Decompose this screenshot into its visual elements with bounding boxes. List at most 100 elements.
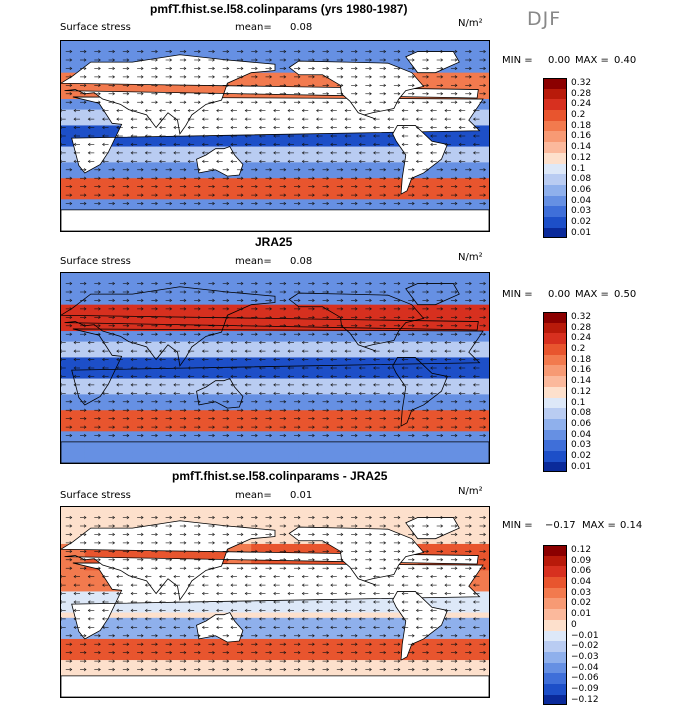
- colorbar-swatch: [543, 88, 567, 100]
- colorbar-label: 0.02: [571, 598, 592, 609]
- colorbar-row: 0.2: [543, 110, 591, 121]
- colorbar-row: 0.16: [543, 131, 592, 143]
- colorbar-row: 0.04: [543, 195, 591, 207]
- colorbar-row: −0.09: [543, 683, 599, 695]
- surface-stress-map: [61, 507, 489, 697]
- colorbar-label: 0.2: [571, 110, 586, 121]
- colorbar-swatch: [543, 163, 567, 175]
- colorbar-label: 0.2: [571, 344, 586, 355]
- colorbar-label: 0.04: [571, 429, 592, 440]
- colorbar-row: 0.1: [543, 163, 591, 175]
- colorbar-swatch: [543, 312, 567, 323]
- coastline: [392, 357, 448, 427]
- colorbar-label: 0.1: [571, 163, 586, 174]
- colorbar-row: 0.02: [543, 450, 592, 462]
- colorbar-swatch: [543, 110, 567, 121]
- coastline: [61, 286, 479, 367]
- colorbar-swatch: [543, 386, 567, 398]
- colorbar-row: 0.32: [543, 312, 591, 323]
- colorbar-label: 0.02: [571, 216, 592, 227]
- colorbar-row: 0.24: [543, 99, 592, 111]
- panel-2-colorbar: 0.32 0.28 0.24 0.2 0.18 0.16 0.14 0.12 0.1 0.08 0.…: [543, 312, 592, 473]
- colorbar-label: 0.14: [571, 142, 592, 153]
- season-label: DJF: [527, 8, 562, 30]
- colorbar-label: 0.28: [571, 322, 592, 333]
- colorbar-label: −0.03: [571, 651, 599, 662]
- panel-2-mean-label: mean=: [235, 256, 272, 267]
- colorbar-swatch: [543, 174, 567, 185]
- panel-3-mean-value: 0.01: [290, 490, 313, 501]
- colorbar-row: 0.14: [543, 376, 591, 387]
- coastline: [61, 520, 479, 601]
- surface-stress-map: [61, 41, 489, 231]
- colorbar-row: 0.04: [543, 577, 599, 588]
- colorbar-label: 0.03: [571, 587, 592, 598]
- colorbar-label: 0.16: [571, 131, 592, 142]
- colorbar-label: 0: [571, 619, 577, 630]
- panel-2-variable: Surface stress: [60, 256, 131, 267]
- panel-3-min-label: MIN =: [502, 520, 533, 531]
- panel-1-max-label: MAX =: [575, 55, 609, 66]
- panel-1-units: N/m²: [458, 18, 483, 29]
- colorbar-row: −0.01: [543, 630, 599, 642]
- colorbar-row: 0.06: [543, 566, 599, 578]
- colorbar-label: 0.12: [571, 386, 592, 397]
- panel-1-min-label: MIN =: [502, 55, 533, 66]
- colorbar-row: 0.2: [543, 344, 591, 355]
- colorbar-swatch: [543, 651, 567, 663]
- colorbar-label: −0.06: [571, 673, 599, 684]
- colorbar-row: 0.03: [543, 587, 599, 599]
- panel-2-mean-value: 0.08: [290, 256, 313, 267]
- colorbar-row: 0: [543, 619, 599, 631]
- colorbar-row: 0.02: [543, 598, 599, 610]
- colorbar-row: 0.03: [543, 440, 591, 451]
- panel-2-map: [60, 272, 490, 464]
- panel-2-min-value: 0.00: [548, 289, 571, 300]
- colorbar-swatch: [543, 131, 567, 143]
- colorbar-swatch: [543, 216, 567, 228]
- colorbar-row: 0.01: [543, 609, 599, 620]
- colorbar-label: 0.32: [571, 78, 592, 88]
- colorbar-label: 0.09: [571, 555, 592, 566]
- colorbar-swatch: [543, 598, 567, 610]
- colorbar-swatch: [543, 397, 567, 409]
- colorbar-swatch: [543, 99, 567, 111]
- colorbar-label: 0.24: [571, 99, 592, 110]
- colorbar-row: 0.01: [543, 227, 592, 239]
- colorbar-swatch: [543, 461, 567, 473]
- colorbar-swatch: [543, 354, 567, 366]
- colorbar-swatch: [543, 555, 567, 567]
- colorbar-row: 0.04: [543, 429, 592, 441]
- coastline: [61, 675, 489, 697]
- colorbar-swatch: [543, 630, 567, 642]
- colorbar-swatch: [543, 142, 567, 153]
- colorbar-label: 0.16: [571, 365, 592, 376]
- colorbar-swatch: [543, 365, 567, 377]
- colorbar-swatch: [543, 641, 567, 652]
- colorbar-swatch: [543, 184, 567, 196]
- colorbar-row: 0.12: [543, 152, 591, 164]
- panel-3-max-label: MAX =: [582, 520, 616, 531]
- colorbar-label: 0.02: [571, 450, 592, 461]
- colorbar-swatch: [543, 152, 567, 164]
- panel-1-title: pmfT.fhist.se.l58.colinparams (yrs 1980-…: [150, 2, 408, 16]
- colorbar-label: 0.01: [571, 227, 592, 238]
- panel-2-units: N/m²: [458, 252, 483, 263]
- coastline: [392, 125, 448, 195]
- panel-1-mean-value: 0.08: [290, 22, 313, 33]
- colorbar-swatch: [543, 566, 567, 578]
- colorbar-label: 0.08: [571, 408, 592, 419]
- coastline: [196, 378, 244, 409]
- panel-3-units: N/m²: [458, 486, 483, 497]
- colorbar-label: 0.18: [571, 354, 592, 365]
- panel-3-max-value: 0.14: [620, 520, 643, 531]
- colorbar-label: −0.02: [571, 641, 599, 652]
- colorbar-row: 0.06: [543, 418, 591, 430]
- colorbar-label: 0.1: [571, 397, 586, 408]
- coastline: [71, 328, 484, 406]
- colorbar-swatch: [543, 619, 567, 631]
- colorbar-label: 0.06: [571, 184, 592, 195]
- panel-2-min-label: MIN =: [502, 289, 533, 300]
- colorbar-row: −0.04: [543, 662, 599, 674]
- colorbar-row: 0.08: [543, 174, 591, 185]
